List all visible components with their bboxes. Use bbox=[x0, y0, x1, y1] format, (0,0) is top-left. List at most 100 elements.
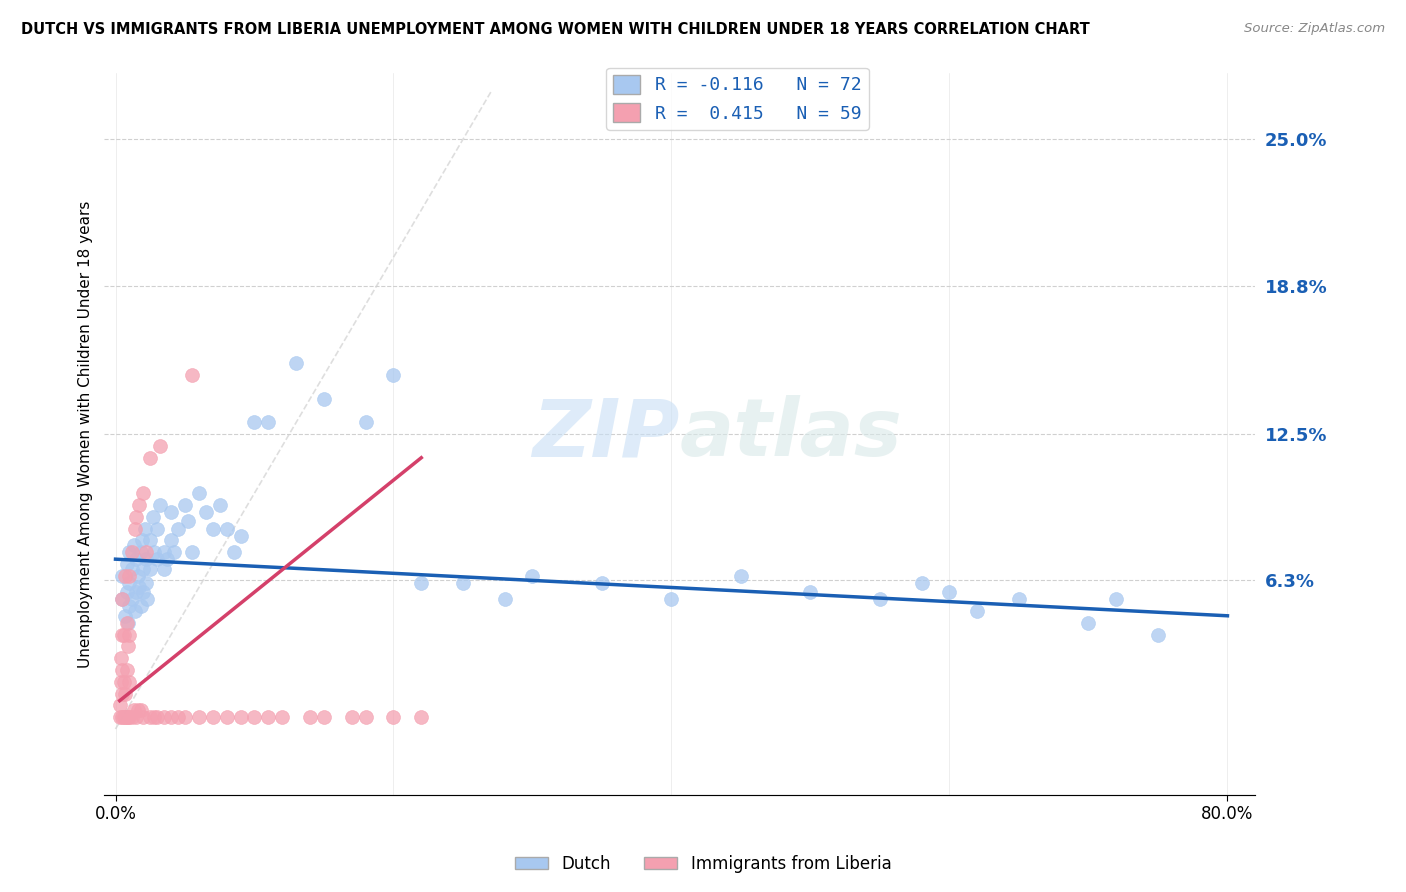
Text: Source: ZipAtlas.com: Source: ZipAtlas.com bbox=[1244, 22, 1385, 36]
Point bbox=[146, 552, 169, 566]
Point bbox=[132, 561, 155, 575]
Point bbox=[160, 533, 183, 548]
Point bbox=[163, 545, 186, 559]
Point bbox=[411, 710, 433, 724]
Point bbox=[114, 608, 136, 623]
Point bbox=[153, 561, 176, 575]
Point bbox=[124, 521, 146, 535]
Point bbox=[115, 557, 138, 571]
Point bbox=[146, 521, 169, 535]
Point bbox=[131, 533, 153, 548]
Point bbox=[160, 505, 183, 519]
Point bbox=[799, 585, 821, 599]
Point bbox=[146, 710, 169, 724]
Point bbox=[111, 687, 134, 701]
Point bbox=[382, 368, 405, 383]
Point bbox=[591, 575, 613, 590]
Point bbox=[121, 561, 143, 575]
Point bbox=[340, 710, 363, 724]
Point bbox=[451, 575, 474, 590]
Point bbox=[118, 545, 141, 559]
Point bbox=[121, 592, 143, 607]
Point bbox=[121, 710, 143, 724]
Point bbox=[153, 710, 176, 724]
Point bbox=[118, 599, 141, 614]
Point bbox=[149, 439, 172, 453]
Point bbox=[167, 710, 190, 724]
Point bbox=[156, 552, 179, 566]
Point bbox=[271, 710, 294, 724]
Point bbox=[134, 521, 156, 535]
Point bbox=[201, 710, 224, 724]
Point bbox=[181, 545, 204, 559]
Point bbox=[167, 521, 190, 535]
Point bbox=[122, 703, 145, 717]
Point bbox=[229, 528, 252, 542]
Point bbox=[118, 674, 141, 689]
Legend: R = -0.116   N = 72, R =  0.415   N = 59: R = -0.116 N = 72, R = 0.415 N = 59 bbox=[606, 68, 869, 130]
Point bbox=[139, 710, 162, 724]
Point bbox=[110, 651, 132, 665]
Point bbox=[869, 592, 891, 607]
Point bbox=[132, 585, 155, 599]
Point bbox=[132, 486, 155, 500]
Point bbox=[187, 486, 209, 500]
Point bbox=[177, 515, 200, 529]
Point bbox=[149, 498, 172, 512]
Point bbox=[118, 568, 141, 582]
Legend: Dutch, Immigrants from Liberia: Dutch, Immigrants from Liberia bbox=[508, 848, 898, 880]
Point bbox=[122, 538, 145, 552]
Point bbox=[522, 568, 544, 582]
Point bbox=[128, 498, 150, 512]
Point bbox=[153, 545, 176, 559]
Point bbox=[132, 710, 155, 724]
Point bbox=[1105, 592, 1128, 607]
Point bbox=[354, 415, 377, 429]
Point bbox=[111, 710, 134, 724]
Point bbox=[127, 703, 149, 717]
Point bbox=[117, 640, 139, 654]
Point bbox=[174, 710, 197, 724]
Point bbox=[243, 415, 266, 429]
Point bbox=[136, 592, 159, 607]
Point bbox=[411, 575, 433, 590]
Point bbox=[111, 568, 134, 582]
Point bbox=[114, 568, 136, 582]
Point bbox=[118, 627, 141, 641]
Point bbox=[938, 585, 960, 599]
Point bbox=[208, 498, 231, 512]
Point bbox=[118, 710, 141, 724]
Point bbox=[127, 568, 149, 582]
Point bbox=[181, 368, 204, 383]
Point bbox=[494, 592, 516, 607]
Point bbox=[312, 392, 335, 406]
Point bbox=[114, 687, 136, 701]
Point bbox=[160, 710, 183, 724]
Point bbox=[121, 545, 143, 559]
Point bbox=[139, 533, 162, 548]
Text: ZIP: ZIP bbox=[533, 395, 681, 473]
Point bbox=[115, 663, 138, 677]
Point bbox=[135, 575, 157, 590]
Point bbox=[215, 521, 238, 535]
Point bbox=[285, 356, 308, 370]
Point bbox=[312, 710, 335, 724]
Point bbox=[135, 552, 157, 566]
Point bbox=[1077, 615, 1099, 630]
Point bbox=[661, 592, 683, 607]
Point bbox=[143, 710, 166, 724]
Point bbox=[257, 710, 280, 724]
Point bbox=[129, 599, 152, 614]
Point bbox=[129, 703, 152, 717]
Point bbox=[124, 604, 146, 618]
Point bbox=[911, 575, 934, 590]
Point bbox=[128, 581, 150, 595]
Point bbox=[108, 710, 131, 724]
Point bbox=[730, 568, 752, 582]
Point bbox=[111, 592, 134, 607]
Point bbox=[117, 615, 139, 630]
Point bbox=[125, 509, 148, 524]
Point bbox=[299, 710, 322, 724]
Point bbox=[215, 710, 238, 724]
Point bbox=[139, 561, 162, 575]
